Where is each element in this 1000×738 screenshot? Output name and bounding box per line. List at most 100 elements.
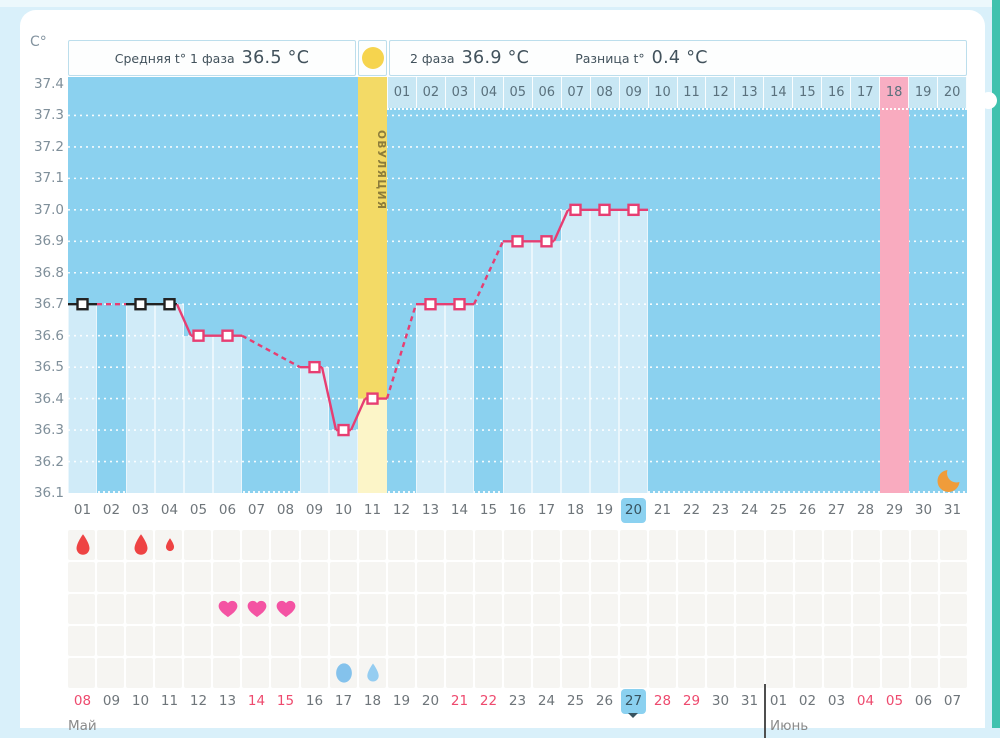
cycle-day-13[interactable]: 13 bbox=[421, 502, 440, 518]
calendar-date-23[interactable]: 23 bbox=[508, 693, 527, 709]
cycle-day-21[interactable]: 21 bbox=[653, 502, 672, 518]
today-cycle-day-badge[interactable]: 20 bbox=[621, 498, 646, 523]
cycle-day-17[interactable]: 17 bbox=[537, 502, 556, 518]
cycle-day-07[interactable]: 07 bbox=[247, 502, 266, 518]
calendar-date-26[interactable]: 26 bbox=[595, 693, 614, 709]
symptom-cell bbox=[387, 594, 415, 624]
calendar-date-14[interactable]: 14 bbox=[247, 693, 266, 709]
data-point-day-17[interactable] bbox=[540, 235, 553, 248]
data-point-day-9[interactable] bbox=[308, 360, 321, 374]
calendar-date-20[interactable]: 20 bbox=[421, 693, 440, 709]
cycle-day-01[interactable]: 01 bbox=[73, 502, 92, 518]
intimacy-heart-icon[interactable] bbox=[276, 600, 296, 618]
cycle-day-05[interactable]: 05 bbox=[189, 502, 208, 518]
calendar-date-12[interactable]: 12 bbox=[189, 693, 208, 709]
symptom-cell bbox=[445, 530, 473, 560]
calendar-date-25[interactable]: 25 bbox=[566, 693, 585, 709]
intimacy-heart-icon[interactable] bbox=[247, 600, 267, 618]
symptom-cell bbox=[562, 562, 590, 592]
calendar-date-04[interactable]: 04 bbox=[856, 693, 875, 709]
phase2-value: 36.9 °C bbox=[461, 48, 530, 68]
cycle-day-08[interactable]: 08 bbox=[276, 502, 295, 518]
today-date-badge[interactable]: 27 bbox=[621, 689, 646, 718]
calendar-date-03[interactable]: 03 bbox=[827, 693, 846, 709]
data-point-day-10[interactable] bbox=[337, 423, 350, 437]
cycle-day-29[interactable]: 29 bbox=[885, 502, 904, 518]
cycle-day-10[interactable]: 10 bbox=[334, 502, 353, 518]
cycle-day-28[interactable]: 28 bbox=[856, 502, 875, 518]
cycle-day-12[interactable]: 12 bbox=[392, 502, 411, 518]
cycle-day-26[interactable]: 26 bbox=[798, 502, 817, 518]
symptom-cell bbox=[503, 594, 532, 624]
calendar-date-27[interactable]: 27 bbox=[619, 688, 648, 718]
data-point-day-4[interactable] bbox=[163, 298, 176, 311]
cycle-day-19[interactable]: 19 bbox=[595, 502, 614, 518]
calendar-date-09[interactable]: 09 bbox=[102, 693, 121, 709]
calendar-date-22[interactable]: 22 bbox=[479, 693, 498, 709]
menstruation-drop-icon[interactable] bbox=[164, 538, 175, 553]
calendar-date-06[interactable]: 06 bbox=[914, 693, 933, 709]
cycle-day-16[interactable]: 16 bbox=[508, 502, 527, 518]
data-point-day-18[interactable] bbox=[569, 203, 582, 217]
data-point-day-11[interactable] bbox=[366, 392, 379, 405]
symptom-cell bbox=[387, 626, 415, 656]
data-point-day-20[interactable] bbox=[627, 203, 640, 217]
calendar-date-18[interactable]: 18 bbox=[363, 693, 382, 709]
cycle-day-27[interactable]: 27 bbox=[827, 502, 846, 518]
data-point-day-16[interactable] bbox=[511, 235, 524, 248]
cycle-day-15[interactable]: 15 bbox=[479, 502, 498, 518]
cycle-day-22[interactable]: 22 bbox=[682, 502, 701, 518]
cycle-day-11[interactable]: 11 bbox=[363, 502, 382, 518]
cycle-day-02[interactable]: 02 bbox=[102, 502, 121, 518]
calendar-date-08[interactable]: 08 bbox=[73, 693, 92, 709]
calendar-date-28[interactable]: 28 bbox=[653, 693, 672, 709]
calendar-date-01[interactable]: 01 bbox=[769, 693, 788, 709]
data-point-day-1[interactable] bbox=[76, 298, 89, 311]
calendar-date-19[interactable]: 19 bbox=[392, 693, 411, 709]
calendar-date-05[interactable]: 05 bbox=[885, 693, 904, 709]
data-point-day-5[interactable] bbox=[192, 329, 205, 342]
calendar-date-17[interactable]: 17 bbox=[334, 693, 353, 709]
cycle-day-09[interactable]: 09 bbox=[305, 502, 324, 518]
calendar-date-31[interactable]: 31 bbox=[740, 693, 759, 709]
cycle-day-03[interactable]: 03 bbox=[131, 502, 150, 518]
menstruation-drop-icon[interactable] bbox=[74, 533, 91, 557]
data-point-day-14[interactable] bbox=[453, 298, 466, 311]
cycle-day-06[interactable]: 06 bbox=[218, 502, 237, 518]
symptom-cell bbox=[736, 594, 764, 624]
symptom-cell bbox=[678, 658, 706, 688]
calendar-date-24[interactable]: 24 bbox=[537, 693, 556, 709]
calendar-date-11[interactable]: 11 bbox=[160, 693, 179, 709]
calendar-date-30[interactable]: 30 bbox=[711, 693, 730, 709]
data-point-day-19[interactable] bbox=[598, 203, 611, 217]
side-panel-handle[interactable] bbox=[980, 92, 997, 109]
cycle-day-25[interactable]: 25 bbox=[769, 502, 788, 518]
calendar-date-16[interactable]: 16 bbox=[305, 693, 324, 709]
cycle-day-18[interactable]: 18 bbox=[566, 502, 585, 518]
data-point-day-6[interactable] bbox=[221, 329, 234, 342]
cycle-day-24[interactable]: 24 bbox=[740, 502, 759, 518]
calendar-date-10[interactable]: 10 bbox=[131, 693, 150, 709]
calendar-date-29[interactable]: 29 bbox=[682, 693, 701, 709]
calendar-date-07[interactable]: 07 bbox=[943, 693, 962, 709]
calendar-date-13[interactable]: 13 bbox=[218, 693, 237, 709]
data-point-day-3[interactable] bbox=[134, 298, 147, 311]
cycle-day-04[interactable]: 04 bbox=[160, 502, 179, 518]
cycle-day-30[interactable]: 30 bbox=[914, 502, 933, 518]
data-point-day-13[interactable] bbox=[424, 298, 437, 311]
cycle-day-23[interactable]: 23 bbox=[711, 502, 730, 518]
cycle-day-20[interactable]: 20 bbox=[619, 497, 648, 523]
phase2-day-06: 06 bbox=[532, 77, 562, 108]
temp-bar-day-19 bbox=[590, 209, 619, 493]
discharge-drop-icon[interactable] bbox=[365, 663, 380, 684]
symptom-cell bbox=[765, 594, 793, 624]
symptom-cell bbox=[620, 530, 648, 560]
calendar-date-21[interactable]: 21 bbox=[450, 693, 469, 709]
calendar-date-02[interactable]: 02 bbox=[798, 693, 817, 709]
calendar-date-15[interactable]: 15 bbox=[276, 693, 295, 709]
menstruation-drop-icon[interactable] bbox=[132, 533, 149, 557]
discharge-drop-icon[interactable] bbox=[335, 663, 353, 684]
intimacy-heart-icon[interactable] bbox=[218, 600, 238, 618]
cycle-day-31[interactable]: 31 bbox=[943, 502, 962, 518]
cycle-day-14[interactable]: 14 bbox=[450, 502, 469, 518]
